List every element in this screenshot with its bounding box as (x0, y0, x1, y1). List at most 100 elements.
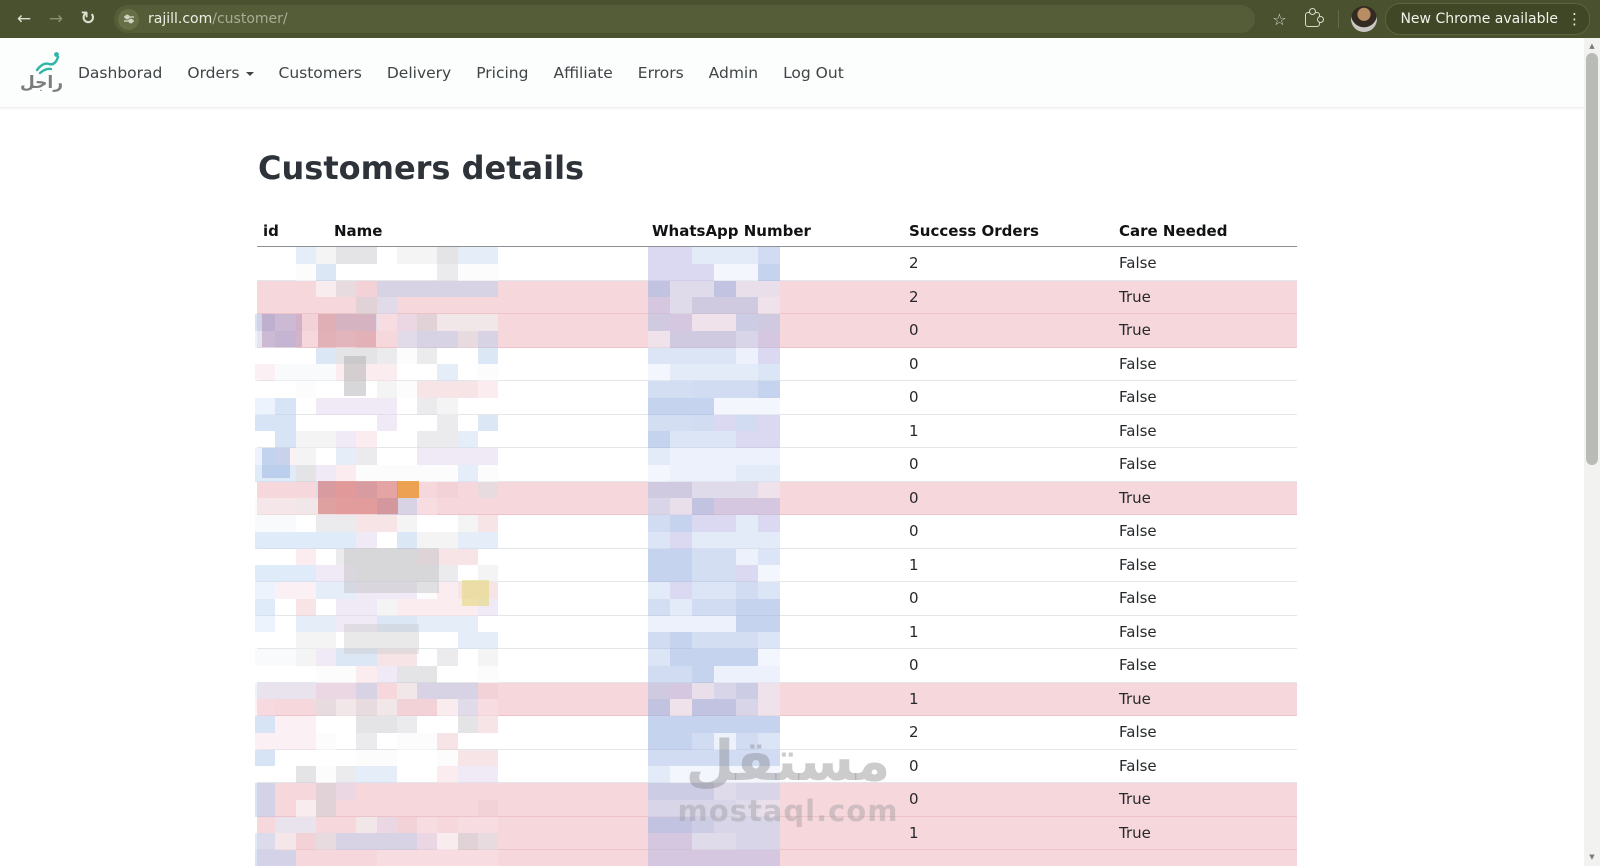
nav-item-dashborad[interactable]: Dashborad (78, 64, 162, 82)
toolbar-right: ☆ New Chrome available ⋮ (1267, 3, 1590, 35)
table-row: 1 False (257, 549, 1297, 582)
table-row: 2 False (257, 716, 1297, 750)
cell-success-orders: 0 (909, 388, 919, 407)
nav-item-label: Log Out (783, 63, 844, 82)
chrome-update-button[interactable]: New Chrome available ⋮ (1385, 3, 1590, 35)
table-row: 0 False (257, 348, 1297, 381)
cell-success-orders: 1 (909, 823, 919, 842)
cell-success-orders: 0 (909, 321, 919, 340)
nav-item-label: Orders (187, 63, 240, 82)
reload-button[interactable]: ↻ (80, 8, 96, 29)
nav-item-delivery[interactable]: Delivery (387, 64, 451, 82)
table-row: 2 False (257, 247, 1297, 281)
site-logo[interactable]: راجل (14, 48, 64, 98)
cell-care-needed: True (1119, 689, 1151, 708)
table-row: 0 False (257, 750, 1297, 783)
scroll-down-icon[interactable]: ▼ (1589, 853, 1595, 861)
cell-care-needed: True (1119, 790, 1151, 809)
browser-toolbar: ← → ↻ rajill.com/customer/ ☆ New Chrome … (0, 0, 1600, 38)
cell-care-needed: False (1119, 589, 1157, 608)
cell-care-needed: True (1119, 287, 1151, 306)
table-row: 0 False (257, 448, 1297, 482)
cell-care-needed: False (1119, 388, 1157, 407)
cell-care-needed: False (1119, 622, 1157, 641)
forward-button[interactable]: → (48, 8, 64, 29)
table-row: 2 True (257, 280, 1297, 314)
cell-care-needed: False (1119, 656, 1157, 675)
cell-success-orders: 1 (909, 689, 919, 708)
back-button[interactable]: ← (16, 8, 32, 29)
nav-links: Dashborad Orders Customers Delivery Pricing A… (78, 64, 844, 82)
nav-item-log-out[interactable]: Log Out (783, 64, 844, 82)
customers-table: id Name WhatsApp Number Success Orders C… (257, 216, 1297, 866)
scrollbar-thumb[interactable] (1586, 53, 1598, 465)
cell-success-orders: 2 (909, 287, 919, 306)
toolbar-divider (1338, 10, 1340, 28)
table-row: 0 False (257, 515, 1297, 549)
column-header-name: Name (334, 222, 383, 240)
logo-figure-icon (34, 51, 62, 79)
cell-care-needed: True (1119, 823, 1151, 842)
cell-success-orders: 0 (909, 790, 919, 809)
url-path: /customer/ (212, 11, 288, 27)
nav-item-label: Customers (278, 63, 362, 82)
nav-item-admin[interactable]: Admin (709, 64, 758, 82)
cell-success-orders: 1 (909, 555, 919, 574)
cell-success-orders: 0 (909, 522, 919, 541)
cell-success-orders: 2 (909, 254, 919, 273)
cell-care-needed: True (1119, 488, 1151, 507)
nav-item-orders[interactable]: Orders (187, 63, 254, 82)
bookmark-star-icon[interactable]: ☆ (1272, 9, 1287, 29)
cell-success-orders: 0 (909, 589, 919, 608)
cell-care-needed: False (1119, 522, 1157, 541)
site-settings-icon[interactable] (118, 8, 139, 30)
table-row: 0 False (257, 649, 1297, 683)
cell-care-needed: False (1119, 421, 1157, 440)
table-row: 0 True (257, 314, 1297, 348)
table-row: 1 False (257, 415, 1297, 448)
nav-item-affiliate[interactable]: Affiliate (553, 64, 612, 82)
cell-success-orders: 0 (909, 354, 919, 373)
table-row: 1 False (257, 616, 1297, 649)
nav-item-label: Affiliate (553, 63, 613, 82)
logo-text: راجل (20, 72, 64, 93)
cell-care-needed: False (1119, 756, 1157, 775)
cell-care-needed: False (1119, 354, 1157, 373)
nav-item-customers[interactable]: Customers (279, 64, 362, 82)
nav-item-label: Dashborad (78, 63, 163, 82)
chevron-down-icon (245, 71, 254, 76)
vertical-scrollbar[interactable]: ▲ ▼ (1584, 38, 1600, 866)
url-bar[interactable]: rajill.com/customer/ (114, 5, 1256, 33)
cell-care-needed: False (1119, 254, 1157, 273)
url-text: rajill.com/customer/ (148, 11, 288, 27)
column-header-whatsapp: WhatsApp Number (652, 222, 811, 240)
nav-item-label: Delivery (386, 63, 452, 82)
table-header-row: id Name WhatsApp Number Success Orders C… (257, 216, 1297, 247)
extensions-icon[interactable] (1305, 7, 1325, 27)
kebab-menu-icon[interactable]: ⋮ (1567, 9, 1582, 28)
nav-item-label: Pricing (476, 63, 529, 82)
cell-success-orders: 0 (909, 756, 919, 775)
nav-item-pricing[interactable]: Pricing (476, 64, 528, 82)
table-row: 1 True (257, 682, 1297, 716)
table-row: 0 False (257, 582, 1297, 616)
cell-success-orders: 0 (909, 488, 919, 507)
cell-care-needed: True (1119, 321, 1151, 340)
cell-care-needed: False (1119, 723, 1157, 742)
profile-avatar[interactable] (1351, 6, 1378, 32)
nav-item-errors[interactable]: Errors (638, 64, 684, 82)
cell-care-needed: False (1119, 555, 1157, 574)
page-title: Customers details (258, 149, 585, 188)
column-header-id: id (263, 222, 279, 240)
chrome-update-label: New Chrome available (1400, 11, 1558, 27)
table-body: 2 False 2 True 0 True 0 False 0 False 1 False 0 False… (257, 247, 1297, 866)
cell-success-orders: 2 (909, 723, 919, 742)
cell-success-orders: 1 (909, 622, 919, 641)
table-row: 0 True (257, 481, 1297, 515)
column-header-care-needed: Care Needed (1119, 222, 1228, 240)
site-navbar: راجل Dashborad Orders Customers Delivery Pri… (0, 38, 1584, 107)
url-host: rajill.com (148, 11, 213, 27)
scroll-up-icon[interactable]: ▲ (1589, 42, 1595, 50)
column-header-success-orders: Success Orders (909, 222, 1039, 240)
